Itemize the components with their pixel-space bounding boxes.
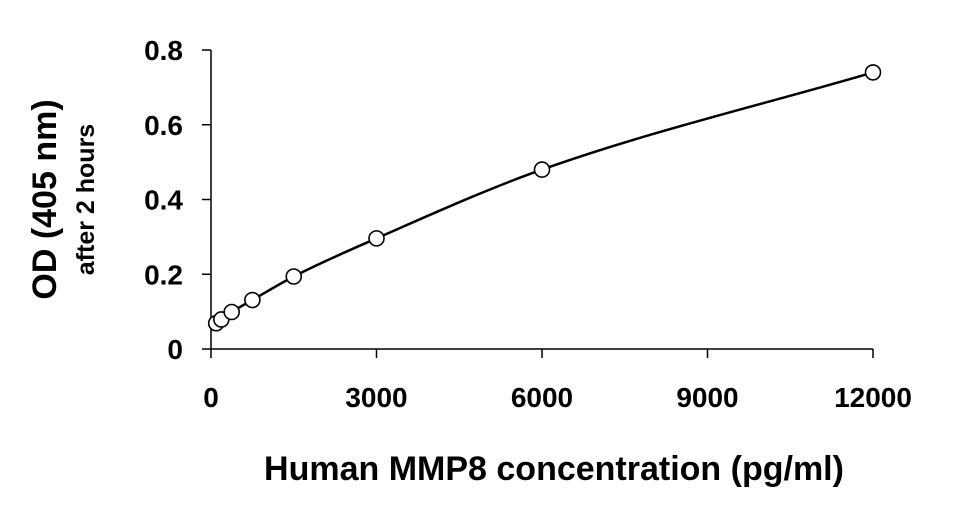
x-tick-label: 9000 <box>676 382 738 413</box>
data-point <box>285 268 303 285</box>
x-tick-label: 3000 <box>345 382 407 413</box>
y-tick-label: 0.2 <box>144 259 183 290</box>
y-axis-title: OD (405 nm) <box>26 99 64 299</box>
y-tick-label: 0.8 <box>144 35 183 66</box>
data-points <box>207 64 882 332</box>
y-axis-subtitle: after 2 hours <box>72 124 100 275</box>
y-tick-label: 0.6 <box>144 110 183 141</box>
y-axis: 0 0.2 0.4 0.6 0.8 <box>144 35 212 365</box>
y-axis-title-main: OD (405 nm) <box>26 99 64 299</box>
data-point <box>533 161 551 178</box>
x-tick-label: 6000 <box>511 382 573 413</box>
data-point <box>244 291 261 309</box>
fit-curve <box>215 71 874 325</box>
y-tick-label: 0 <box>167 334 183 365</box>
data-point <box>864 64 882 81</box>
x-axis-title: Human MMP8 concentration (pg/ml) <box>264 450 844 488</box>
data-point <box>223 303 240 321</box>
x-axis: 0 3000 6000 9000 12000 <box>203 348 912 413</box>
data-point <box>368 230 385 247</box>
x-tick-label: 0 <box>203 382 219 413</box>
y-tick-label: 0.4 <box>144 185 183 216</box>
x-tick-label: 12000 <box>834 382 912 413</box>
